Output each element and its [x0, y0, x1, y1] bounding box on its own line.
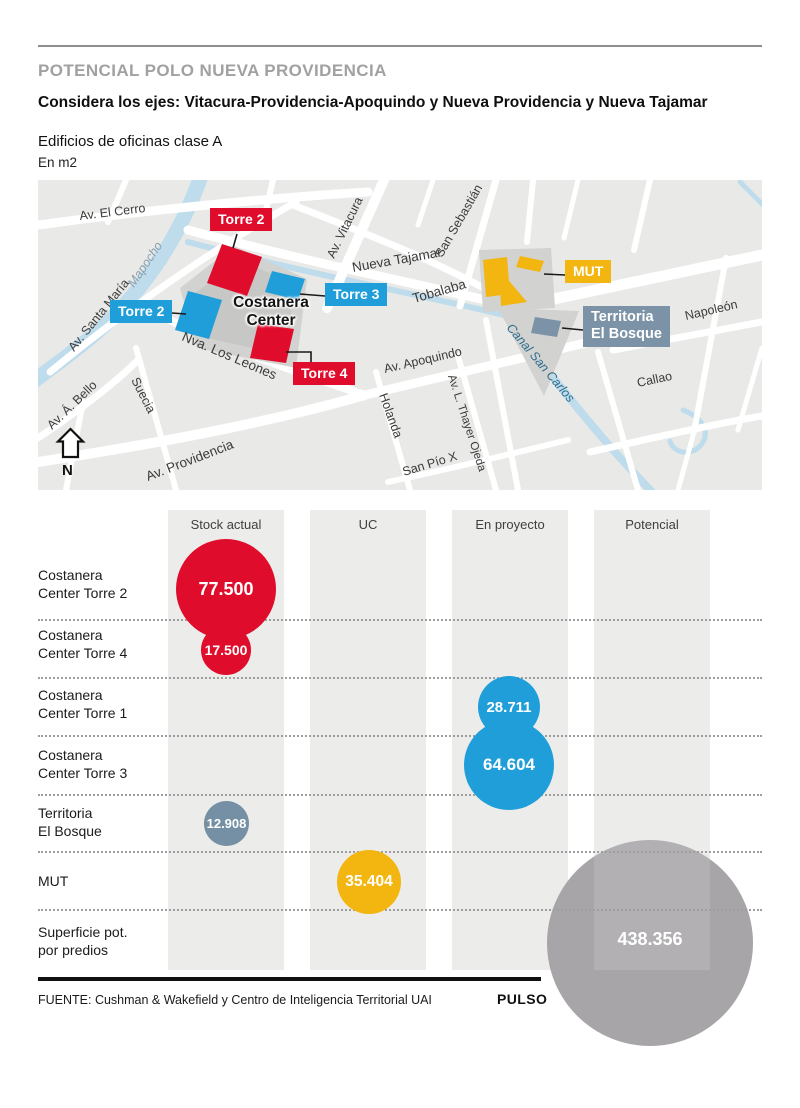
torre2-blue-parcel — [175, 291, 222, 339]
potential-bubble — [547, 840, 753, 1046]
line-torre3 — [299, 293, 326, 297]
brand-logo: PULSO — [497, 991, 548, 1007]
chart-title: Edificios de oficinas clase A — [38, 133, 223, 150]
callout-territoria-line2: El Bosque — [591, 326, 662, 343]
callout-torre2-blue: Torre 2 — [110, 300, 173, 323]
column-header-stock: Stock actual — [190, 517, 262, 532]
row-label-mut: MUT — [38, 873, 69, 889]
bubble-torre4: 17.500 — [201, 625, 251, 675]
torre2-red-parcel — [207, 244, 262, 296]
street-minor — [631, 180, 653, 253]
corner-water — [737, 180, 762, 208]
street-minor — [735, 345, 762, 433]
label-holanda: Holanda — [376, 391, 405, 440]
street-tobalaba — [510, 249, 762, 313]
street-holanda — [373, 369, 413, 490]
locator-map: Av. El Cerro Av. Santa María Mapocho Av.… — [38, 180, 762, 490]
row-separator — [38, 851, 762, 853]
bubble-torre2: 77.500 — [176, 539, 276, 639]
row-label-torre2: Costanera Center Torre 2 — [38, 567, 128, 602]
line-mut — [543, 273, 566, 276]
label-suecia: Suecia — [128, 375, 158, 415]
row-label-territoria: Territoria El Bosque — [38, 805, 102, 840]
row-label-torre3: Costanera Center Torre 3 — [38, 747, 128, 782]
street-minor — [595, 349, 641, 490]
torre4-parcel — [250, 324, 294, 363]
row-separator — [38, 735, 762, 737]
label-bello: Av. Á. Bello — [44, 377, 100, 432]
row-label-superficie: Superficie pot. por predios — [38, 924, 128, 959]
street-minor — [263, 180, 276, 213]
street-san-sebastian — [456, 180, 500, 310]
street-el-cerro — [38, 187, 373, 230]
row-label-torre4: Costanera Center Torre 4 — [38, 627, 128, 662]
bubble-potential-value: 438.356 — [617, 929, 683, 949]
callout-torre3: Torre 3 — [325, 283, 388, 306]
label-callao: Callao — [636, 369, 674, 390]
bubble-mut: 35.404 — [337, 850, 401, 914]
line-torre2-red — [232, 233, 238, 249]
torre3-parcel — [265, 271, 305, 300]
costanera-label-line1: Costanera — [233, 294, 309, 311]
map-canvas: Av. El Cerro Av. Santa María Mapocho Av.… — [38, 180, 762, 490]
label-napoleon: Napoleón — [684, 297, 739, 323]
street-bello — [38, 356, 142, 442]
column-header-uc: UC — [358, 517, 378, 532]
street-suecia — [133, 345, 179, 490]
callout-torre4: Torre 4 — [293, 362, 356, 385]
callout-territoria: Territoria El Bosque — [583, 306, 670, 347]
costanera-label-line2: Center — [246, 311, 296, 329]
footer-rule — [38, 977, 541, 981]
top-rule — [38, 45, 762, 47]
callout-mut: MUT — [565, 260, 612, 283]
mut-parcel-b — [499, 269, 527, 306]
street-minor — [561, 180, 581, 241]
unit-label: En m2 — [38, 155, 78, 170]
compass-north-icon — [55, 427, 86, 459]
page-title: POTENCIAL POLO NUEVA PROVIDENCIA — [38, 61, 387, 80]
mut-parcel-c — [516, 256, 544, 272]
street-minor — [524, 180, 536, 245]
street-minor — [415, 180, 436, 228]
territoria-parcel — [531, 317, 561, 337]
row-separator — [38, 677, 762, 679]
row-separator — [38, 619, 762, 621]
street-providencia — [38, 390, 370, 467]
callout-lines — [171, 233, 584, 362]
callout-torre2-red: Torre 2 — [210, 208, 273, 231]
street-thayer — [455, 353, 499, 490]
street-minor — [483, 317, 521, 490]
row-separator — [38, 794, 762, 796]
street-san-pio — [385, 437, 571, 485]
row-separator — [38, 909, 762, 911]
bubble-territoria: 12.908 — [204, 801, 249, 846]
street-minor — [105, 180, 129, 225]
band-tint-over-circle — [594, 840, 710, 970]
street-minor — [691, 255, 729, 435]
block-layer — [175, 244, 579, 396]
street-apoquindo — [360, 335, 603, 400]
street-layer — [38, 180, 762, 490]
bubble-torre3: 64.604 — [464, 720, 554, 810]
costanera-center-label: Costanera Center — [211, 294, 331, 330]
column-header-potencial: Potencial — [625, 517, 679, 532]
row-label-torre1: Costanera Center Torre 1 — [38, 687, 128, 722]
street-minor — [675, 429, 697, 490]
callout-territoria-line1: Territoria — [591, 309, 654, 325]
line-territoria — [561, 327, 584, 331]
line-torre4 — [286, 351, 312, 362]
street-callao — [586, 412, 762, 456]
compass-n-label: N — [62, 462, 73, 479]
page-subtitle: Considera los ejes: Vitacura-Providencia… — [38, 94, 708, 111]
line-torre2-blue — [171, 312, 187, 315]
source-credit: FUENTE: Cushman & Wakefield y Centro de … — [38, 993, 432, 1007]
column-header-proyecto: En proyecto — [475, 517, 545, 532]
